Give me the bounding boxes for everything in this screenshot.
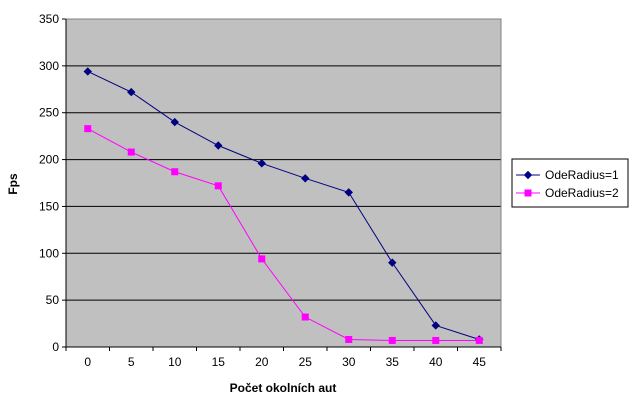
data-point-square	[171, 168, 179, 176]
data-point-square	[475, 336, 483, 344]
data-point-diamond	[388, 258, 397, 267]
y-tick-label: 300	[39, 59, 59, 73]
data-point-square	[388, 336, 396, 344]
data-point-diamond	[257, 159, 266, 168]
data-point-square	[84, 125, 92, 133]
data-point-diamond	[127, 87, 136, 97]
plot-area	[66, 19, 501, 347]
x-tick-label: 0	[84, 355, 91, 369]
x-tick-label: 45	[473, 355, 487, 369]
x-tick-label: 40	[429, 355, 443, 369]
y-tick-label: 200	[39, 153, 59, 167]
data-point-diamond	[431, 321, 440, 330]
legend-item: OdeRadius=1	[516, 168, 619, 182]
data-point-diamond	[83, 67, 92, 76]
data-point-diamond	[523, 170, 533, 180]
series-2	[84, 125, 483, 344]
x-tick-label: 15	[212, 355, 226, 369]
x-tick-label: 5	[128, 355, 135, 369]
legend-label: OdeRadius=1	[545, 168, 619, 182]
y-tick-label: 0	[52, 340, 59, 354]
y-tick-label: 250	[39, 106, 59, 120]
legend-label: OdeRadius=2	[545, 186, 619, 200]
data-point-diamond	[301, 174, 310, 183]
data-point-square	[524, 189, 532, 197]
axes	[62, 18, 502, 351]
legend: OdeRadius=1 OdeRadius=2	[511, 158, 629, 208]
data-point-square	[432, 336, 440, 344]
legend-item: OdeRadius=2	[516, 186, 619, 200]
y-tick-label: 350	[39, 12, 59, 26]
x-tick-label: 20	[255, 355, 269, 369]
x-tick-label: 30	[342, 355, 356, 369]
series-line	[87, 71, 480, 340]
y-tick-label: 150	[39, 199, 59, 213]
data-point-diamond	[170, 117, 179, 127]
legend-box	[511, 158, 629, 208]
data-point-square	[127, 148, 135, 156]
y-tick-labels: 0 50 100 150 200 250 300 350	[39, 12, 59, 354]
series-1	[83, 67, 484, 344]
data-point-square	[258, 255, 266, 263]
y-tick-label: 50	[46, 293, 60, 307]
data-point-square	[345, 336, 353, 344]
data-point-square	[301, 313, 309, 321]
data-point-diamond	[214, 141, 223, 150]
series-line	[87, 128, 480, 341]
x-tick-label: 10	[168, 355, 182, 369]
x-axis-title: Počet okolních aut	[230, 381, 337, 395]
data-point-square	[214, 182, 222, 190]
data-point-diamond	[344, 188, 353, 197]
series-layer	[83, 67, 484, 344]
y-axis-title: Fps	[6, 173, 20, 195]
x-tick-label: 35	[386, 355, 400, 369]
x-tick-labels: 0 5 10 15 20 25 30 35 40 45	[84, 355, 486, 369]
x-tick-label: 25	[299, 355, 313, 369]
y-tick-label: 100	[39, 246, 59, 260]
